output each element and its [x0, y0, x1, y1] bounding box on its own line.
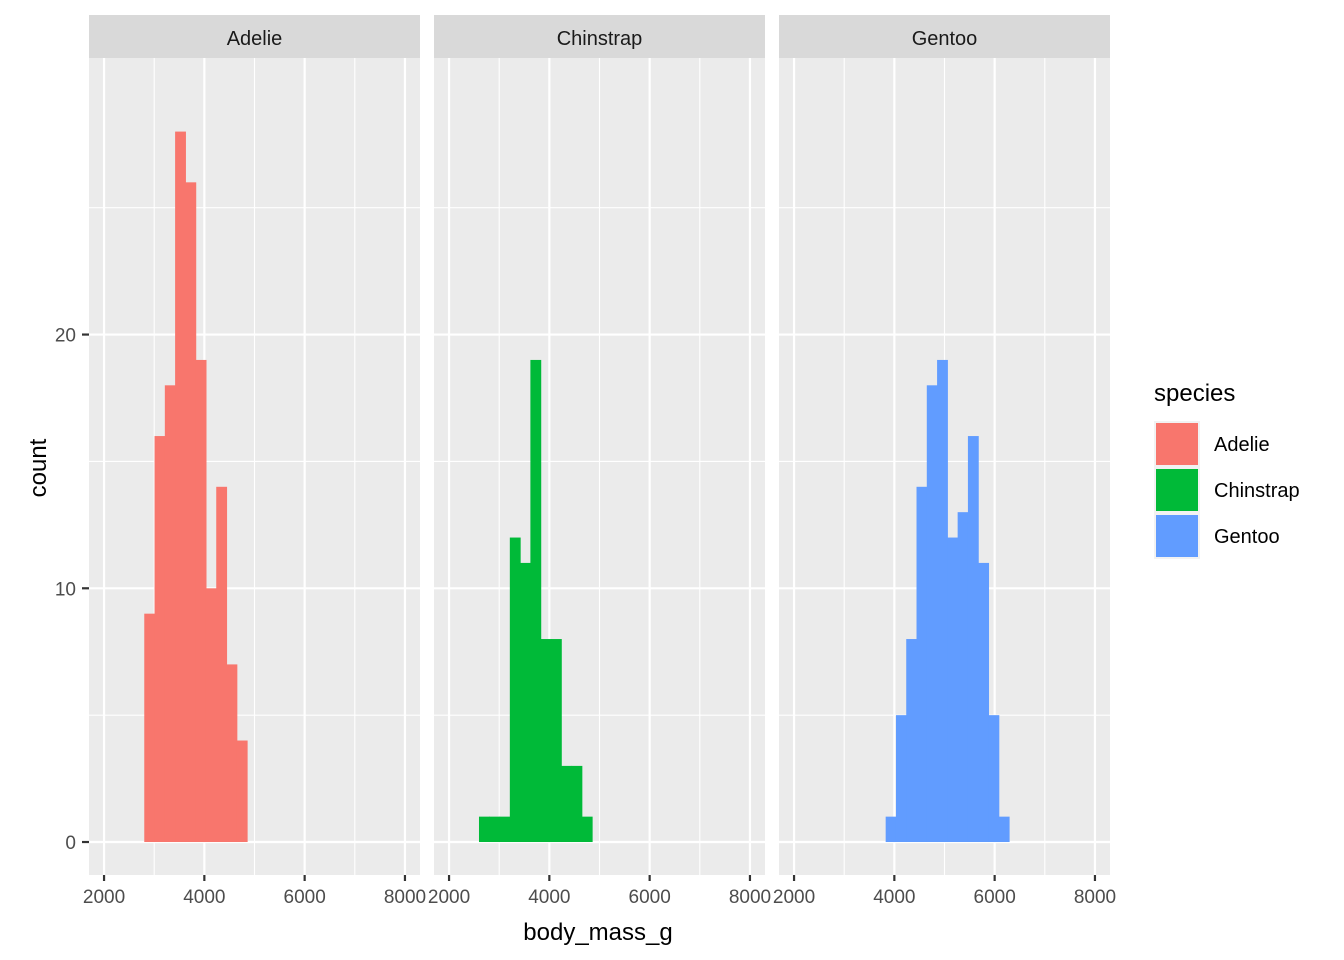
facet-strip — [89, 15, 420, 58]
facet-strip-label: Gentoo — [912, 28, 978, 50]
facet-strip-label: Chinstrap — [557, 28, 643, 50]
histogram-bar — [226, 664, 238, 843]
legend-label: Chinstrap — [1214, 480, 1300, 502]
histogram-bar — [144, 613, 156, 843]
x-tick-label: 8000 — [1074, 887, 1116, 908]
histogram-bar — [478, 816, 490, 843]
x-tick-label: 6000 — [629, 887, 671, 908]
facet-panel-adelie: Adelie 2000 4000 6000 8000 — [83, 15, 426, 908]
legend-title: species — [1154, 380, 1235, 407]
histogram-bar — [581, 816, 593, 843]
histogram-bar — [916, 486, 928, 843]
y-axis-title: count — [25, 438, 52, 497]
x-tick-label: 8000 — [384, 887, 426, 908]
histogram-bar — [499, 816, 511, 843]
legend-swatch — [1156, 469, 1198, 511]
histogram-bar — [895, 715, 907, 843]
facet-strip — [779, 15, 1110, 58]
histogram-bar — [906, 639, 918, 843]
histogram-bar — [926, 385, 938, 843]
x-axis-title: body_mass_g — [523, 919, 672, 946]
histogram-bar — [216, 486, 228, 843]
legend-label: Adelie — [1214, 434, 1270, 456]
legend-swatch — [1156, 423, 1198, 465]
histogram-bar — [978, 562, 990, 843]
x-tick-label: 8000 — [729, 887, 771, 908]
x-tick-label: 6000 — [974, 887, 1016, 908]
facet-panel-gentoo: Gentoo 2000 4000 6000 8000 — [773, 15, 1116, 908]
histogram-bar — [540, 639, 552, 843]
histogram-bar — [164, 385, 176, 843]
legend-item-chinstrap: Chinstrap — [1154, 467, 1300, 513]
histogram-bar — [489, 816, 501, 843]
facet-strip-label: Adelie — [227, 28, 283, 50]
histogram-bar — [885, 816, 897, 843]
x-tick-label: 2000 — [773, 887, 815, 908]
histogram-bar — [205, 588, 217, 843]
y-tick-label: 0 — [65, 833, 76, 854]
legend-item-gentoo: Gentoo — [1154, 513, 1280, 559]
histogram-bar — [154, 436, 166, 843]
histogram-bar — [561, 765, 573, 843]
x-tick-label: 4000 — [528, 887, 570, 908]
histogram-bar — [195, 359, 207, 843]
histogram-bar — [530, 359, 542, 843]
facet-panel-chinstrap: Chinstrap 2000 4000 6000 8000 — [428, 15, 771, 908]
legend-label: Gentoo — [1214, 526, 1280, 548]
histogram-bar — [998, 816, 1010, 843]
y-tick-label: 20 — [55, 326, 76, 347]
histogram-bar — [185, 182, 197, 843]
x-tick-label: 4000 — [183, 887, 225, 908]
x-tick-label: 4000 — [873, 887, 915, 908]
legend-swatch — [1156, 515, 1198, 557]
x-tick-label: 2000 — [428, 887, 470, 908]
x-tick-label: 6000 — [284, 887, 326, 908]
histogram-bar — [571, 765, 583, 843]
facet-strip — [434, 15, 765, 58]
histogram-bar — [509, 537, 521, 843]
histogram-bar — [550, 639, 562, 843]
y-tick-label: 10 — [55, 579, 76, 600]
histogram-bar — [520, 562, 531, 843]
histogram-bar — [175, 131, 186, 843]
histogram-bar — [988, 715, 1000, 843]
x-tick-label: 2000 — [83, 887, 125, 908]
histogram-bar — [937, 359, 948, 843]
histogram-bar — [967, 436, 979, 843]
histogram-bar — [957, 512, 969, 843]
histogram-bar — [236, 740, 248, 843]
legend-item-adelie: Adelie — [1154, 421, 1270, 467]
histogram-bar — [947, 537, 959, 843]
